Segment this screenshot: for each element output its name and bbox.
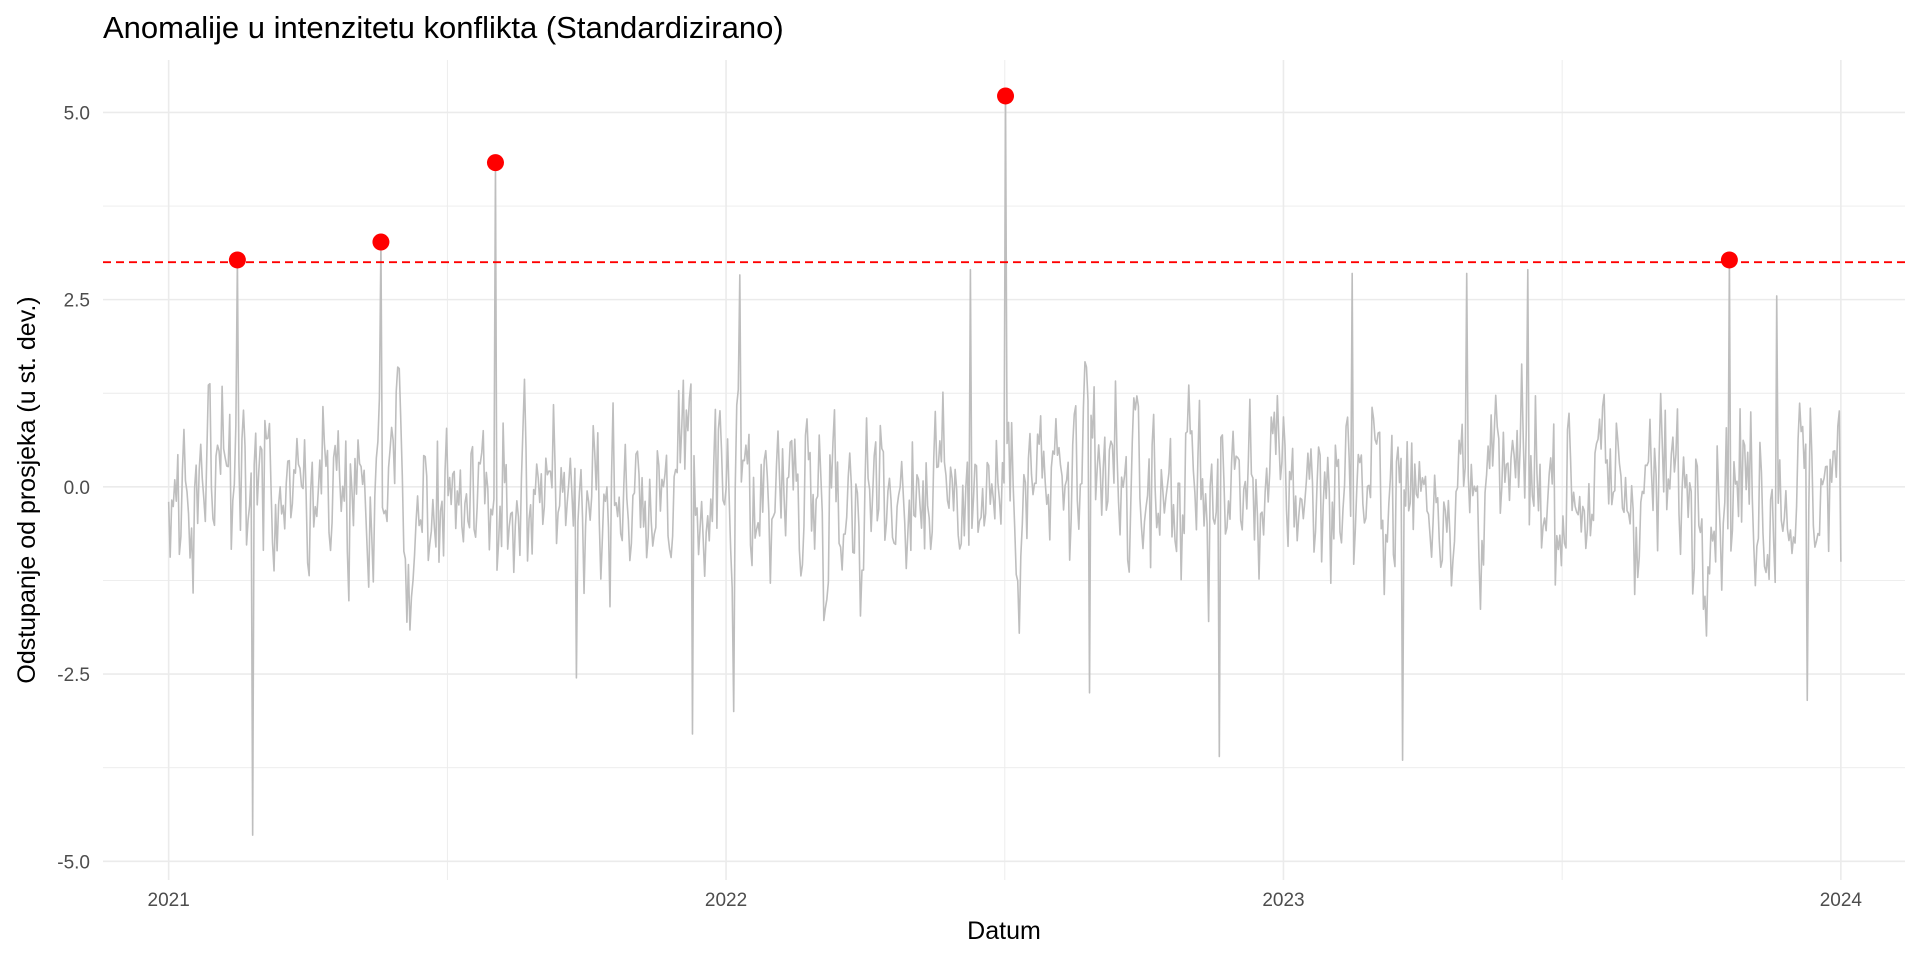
x-tick-label: 2023 [1262,890,1304,911]
anomaly-point [372,233,390,251]
series-layer [167,95,1842,836]
axis-ticks: 2021 2022 2023 2024 5.0 2.5 0.0 -2.5 -5.0 [57,103,1862,911]
y-tick-label: -2.5 [57,665,90,686]
anomaly-point [997,87,1015,105]
y-tick-label: 5.0 [64,103,90,124]
anomaly-point [486,154,504,172]
anomaly-point [228,251,246,269]
x-axis-title: Datum [967,917,1041,945]
y-tick-label: 0.0 [64,478,90,499]
x-tick-label: 2021 [148,890,190,911]
y-tick-label: 2.5 [64,291,90,312]
series-line [167,95,1842,836]
anomaly-point [1720,251,1738,269]
chart-title: Anomalije u intenzitetu konflikta (Stand… [103,10,784,45]
anomaly-points [228,87,1738,269]
x-tick-label: 2022 [705,890,747,911]
y-axis-title: Odstupanje od prosjeka (u st. dev.) [13,296,41,683]
x-tick-label: 2024 [1820,890,1863,911]
y-tick-label: -5.0 [57,852,90,873]
